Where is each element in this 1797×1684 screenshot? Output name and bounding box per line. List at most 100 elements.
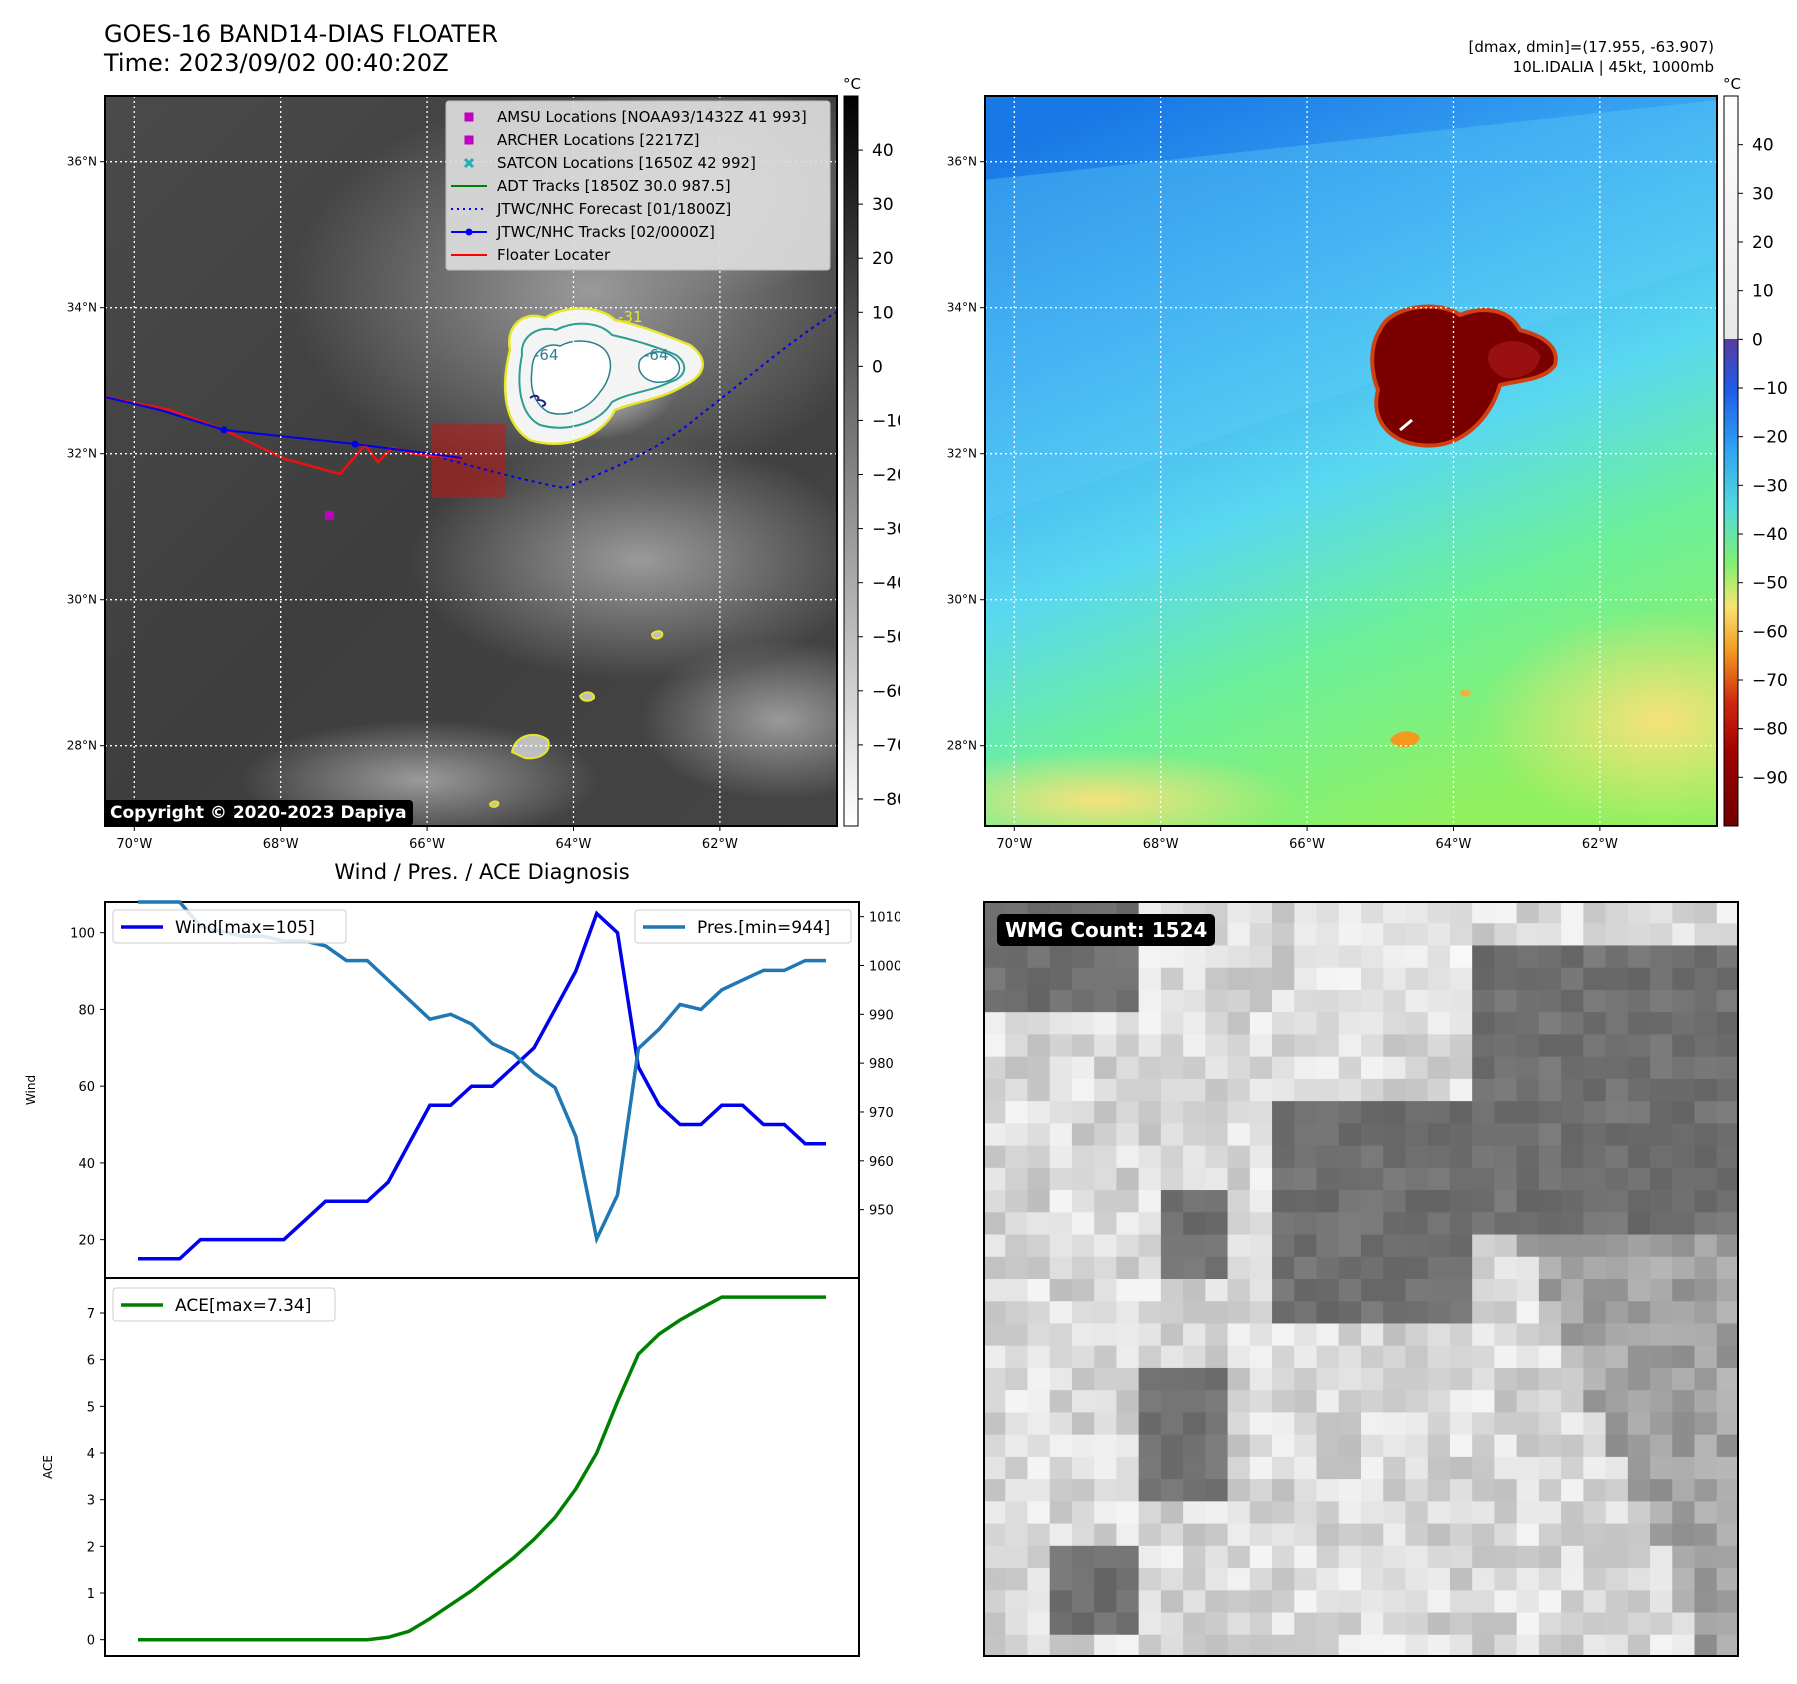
wmg-cell: [1672, 945, 1696, 969]
wmg-cell: [1561, 1612, 1584, 1636]
wmg-cell: [1605, 1612, 1629, 1636]
wmg-cell: [1427, 989, 1451, 1013]
wmg-cell: [983, 1256, 1006, 1280]
wmg-cell: [1716, 1345, 1739, 1369]
wmg-cell: [1160, 1456, 1184, 1480]
wmg-cell: [1650, 1056, 1673, 1080]
wmg-cell: [1138, 1590, 1162, 1614]
wmg-cell: [1405, 1012, 1429, 1036]
wmg-cell: [1516, 967, 1540, 991]
wmg-cell: [1071, 1456, 1095, 1480]
wmg-cell: [1516, 1123, 1540, 1147]
wmg-cell: [1672, 1612, 1696, 1636]
wmg-cell: [1561, 1590, 1584, 1614]
wmg-cell: [1049, 945, 1073, 969]
wmg-cell: [1316, 1501, 1340, 1525]
wmg-cell: [1472, 1078, 1496, 1102]
wmg-cell: [1249, 1212, 1273, 1236]
wmg-cell: [1005, 1012, 1029, 1036]
wmg-cell: [1650, 1612, 1673, 1636]
wmg-cell: [1227, 1479, 1251, 1502]
wmg-cell: [1494, 1390, 1518, 1414]
wmg-cell: [1116, 1323, 1140, 1347]
wmg-cell: [1494, 1101, 1518, 1124]
wmg-cell: [1672, 1078, 1696, 1102]
colorbar-tick-label: −10: [1752, 379, 1788, 399]
wmg-cell: [1316, 1434, 1340, 1458]
wmg-cell: [1294, 967, 1318, 991]
wmg-cell: [983, 1167, 1006, 1191]
wmg-cell: [1116, 1078, 1140, 1102]
wmg-cell: [1160, 1056, 1184, 1080]
wmg-cell: [1094, 1301, 1118, 1325]
lat-label: 32°N: [67, 447, 97, 461]
wmg-cell: [1672, 1456, 1696, 1480]
wmg-cell: [983, 1323, 1006, 1347]
wmg-cell: [1183, 945, 1206, 969]
wmg-cell: [1094, 1545, 1118, 1569]
wmg-cell: [1561, 901, 1584, 924]
wmg-cell: [1494, 1590, 1518, 1614]
wmg-cell: [1716, 1367, 1739, 1391]
wmg-cell: [1205, 1523, 1229, 1547]
wmg-cell: [1405, 1167, 1429, 1191]
wmg-cell: [1272, 1590, 1295, 1614]
wmg-cell: [1561, 1479, 1584, 1502]
wmg-cell: [1294, 1145, 1318, 1169]
wmg-cell: [1694, 1412, 1718, 1436]
wmg-cell: [1672, 1523, 1696, 1547]
wmg-cell: [1627, 967, 1651, 991]
wmg-cell: [1561, 1034, 1584, 1058]
wmg-cell: [1605, 945, 1629, 969]
wmg-cell: [1449, 1390, 1473, 1414]
wmg-cell: [1160, 1434, 1184, 1458]
wmg-cell: [983, 1501, 1006, 1525]
wmg-cell: [1472, 1234, 1496, 1258]
wmg-cell: [1449, 1345, 1473, 1369]
wmg-cell: [1672, 1167, 1696, 1191]
wmg-cell: [1583, 1612, 1607, 1636]
wmg-cell: [1160, 1145, 1184, 1169]
wmg-cell: [1516, 1212, 1540, 1236]
wmg-cell: [1694, 1568, 1718, 1591]
wmg-cell: [1316, 1123, 1340, 1147]
ace-tick-label: 2: [87, 1540, 95, 1555]
wmg-cell: [1160, 1078, 1184, 1102]
wmg-cell: [1672, 1234, 1696, 1258]
wmg-imagery: [983, 901, 1739, 1657]
pressure-legend-box: [634, 909, 852, 944]
wmg-cell: [1116, 1390, 1140, 1414]
wmg-cell: [1027, 1545, 1051, 1569]
wmg-cell: [1138, 1434, 1162, 1458]
wmg-cell: [1138, 967, 1162, 991]
wmg-cell: [1383, 1034, 1407, 1058]
wmg-cell: [1183, 1012, 1206, 1036]
wmg-cell: [1205, 1345, 1229, 1369]
wmg-cell: [1605, 1590, 1629, 1614]
wmg-cell: [1138, 1256, 1162, 1280]
wmg-cell: [1605, 1523, 1629, 1547]
wmg-cell: [1338, 945, 1362, 969]
wmg-cell: [1516, 1167, 1540, 1191]
wmg-cell: [1361, 1345, 1384, 1369]
wmg-cell: [1561, 1256, 1584, 1280]
wmg-cell: [1027, 1345, 1051, 1369]
wmg-cell: [1049, 1590, 1073, 1614]
wmg-cell: [1205, 1212, 1229, 1236]
wmg-cell: [1538, 1545, 1562, 1569]
wmg-cell: [1694, 1590, 1718, 1614]
wmg-cell: [1583, 1256, 1607, 1280]
wmg-cell: [1561, 1279, 1584, 1302]
wmg-cell: [1361, 1101, 1384, 1124]
wmg-cell: [1005, 1434, 1029, 1458]
wmg-cell: [1650, 923, 1673, 947]
legend-label: JTWC/NHC Forecast [01/1800Z]: [496, 200, 731, 218]
wmg-cell: [1183, 1456, 1206, 1480]
wmg-cell: [1494, 1190, 1518, 1213]
wmg-cell: [1650, 1301, 1673, 1325]
wmg-cell: [1472, 1523, 1496, 1547]
lat-label: 34°N: [67, 301, 97, 315]
wmg-cell: [1516, 1323, 1540, 1347]
ace-tick-label: 5: [87, 1400, 95, 1415]
wmg-cell: [1227, 1545, 1251, 1569]
